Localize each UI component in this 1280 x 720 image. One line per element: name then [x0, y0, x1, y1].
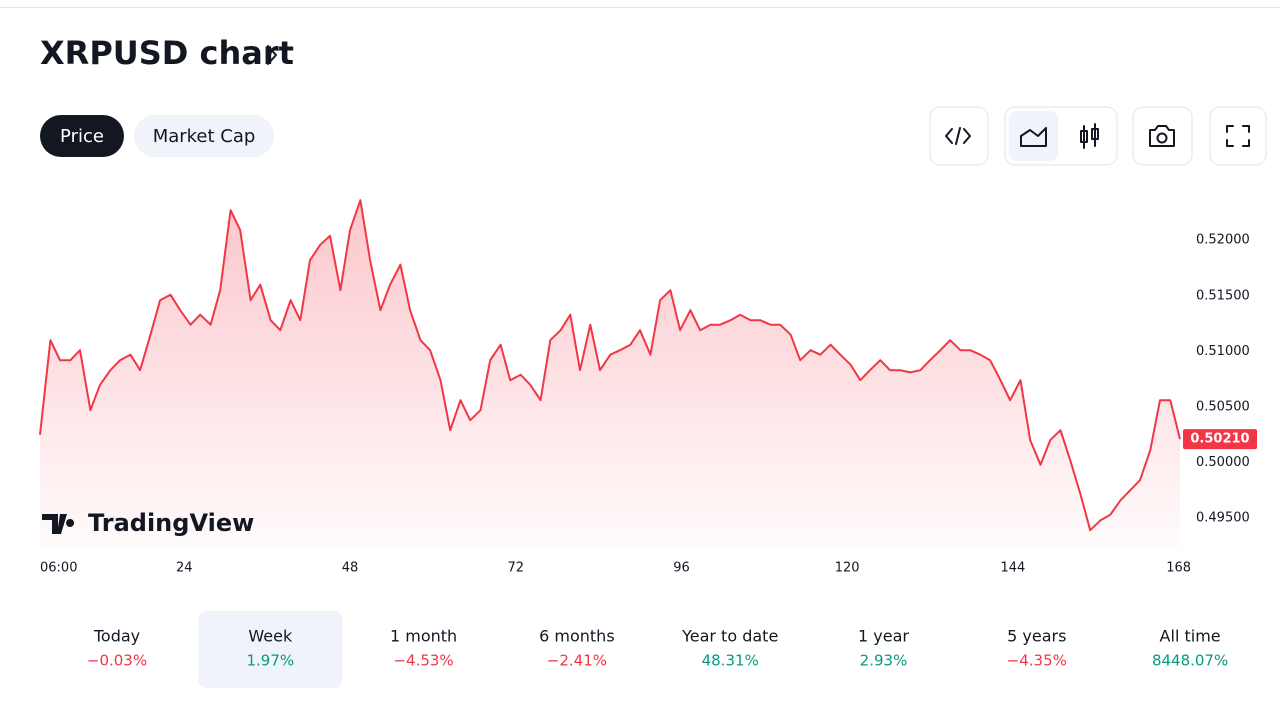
period-change[interactable]: 48.31%	[702, 652, 759, 670]
tabs: Price Market Cap	[40, 115, 274, 157]
price-line	[39, 199, 1181, 532]
y-tick-label: 0.51000	[1196, 344, 1250, 359]
x-tick-label: 96	[673, 561, 690, 576]
watermark-logo	[42, 514, 75, 534]
period-label[interactable]: 5 years	[1007, 627, 1066, 646]
fullscreen-icon	[1226, 125, 1250, 147]
period-label[interactable]: 1 year	[858, 627, 909, 646]
candle-style-button[interactable]	[1064, 111, 1113, 161]
tab-pill[interactable]	[40, 115, 124, 157]
y-tick-label: 0.50000	[1196, 455, 1250, 470]
camera-lens	[1156, 132, 1168, 144]
period-change[interactable]: 8448.07%	[1152, 652, 1228, 670]
tab-label[interactable]: Price	[60, 126, 104, 147]
title-chevron[interactable]	[267, 45, 277, 65]
periods: Today −0.03% Week 1.97% 1 month −4.53% 6 month…	[87, 611, 1228, 688]
camera-icon	[1149, 125, 1175, 147]
tab-pill[interactable]	[134, 115, 274, 157]
area-fill	[40, 200, 1180, 548]
x-tick-label: 24	[176, 561, 193, 576]
candle-body	[1091, 128, 1099, 140]
y-tick-label: 0.49500	[1196, 511, 1250, 526]
period-label[interactable]: Today	[93, 627, 140, 646]
period-change[interactable]: 2.93%	[860, 652, 908, 670]
watermark-text: TradingView	[88, 509, 254, 537]
snapshot-button[interactable]	[1132, 106, 1193, 166]
x-tick-label: 144	[1000, 561, 1025, 576]
last-price-label: 0.50210	[1190, 432, 1249, 447]
embed-icon	[945, 127, 971, 145]
x-tick-label: 168	[1166, 561, 1191, 576]
candle-wicks	[1083, 123, 1096, 149]
period-change[interactable]: −4.53%	[393, 652, 453, 670]
chart: 0.49500 0.50000 0.50500 0.51000 0.51500 0.520…	[39, 199, 1257, 576]
period-change[interactable]: 1.97%	[246, 652, 294, 670]
area-style-button[interactable]	[1009, 111, 1058, 161]
fullscreen-button[interactable]	[1209, 106, 1267, 166]
x-tick-label: 48	[342, 561, 359, 576]
x-tick-label: 06:00	[40, 561, 77, 576]
y-tick-label: 0.52000	[1196, 233, 1250, 248]
period-label[interactable]: Week	[248, 627, 293, 646]
x-tick-label: 120	[835, 561, 860, 576]
tab-label[interactable]: Market Cap	[153, 126, 256, 147]
candle-body	[1080, 130, 1088, 143]
period-label[interactable]: 6 months	[539, 627, 615, 646]
period-change[interactable]: −0.03%	[87, 652, 147, 670]
period-highlight[interactable]	[198, 611, 343, 688]
last-price-tag	[1183, 429, 1257, 450]
period-change[interactable]: −4.35%	[1007, 652, 1067, 670]
toolbar	[929, 106, 1267, 166]
page-title[interactable]: XRPUSD chart	[40, 34, 294, 72]
period-label[interactable]: All time	[1160, 627, 1221, 646]
period-label[interactable]: Year to date	[681, 627, 778, 646]
period-change[interactable]: −2.41%	[547, 652, 607, 670]
x-tick-label: 72	[507, 561, 524, 576]
y-tick-label: 0.50500	[1196, 399, 1250, 414]
period-label[interactable]: 1 month	[390, 627, 457, 646]
y-tick-label: 0.51500	[1196, 288, 1250, 303]
area-icon	[1020, 127, 1047, 147]
